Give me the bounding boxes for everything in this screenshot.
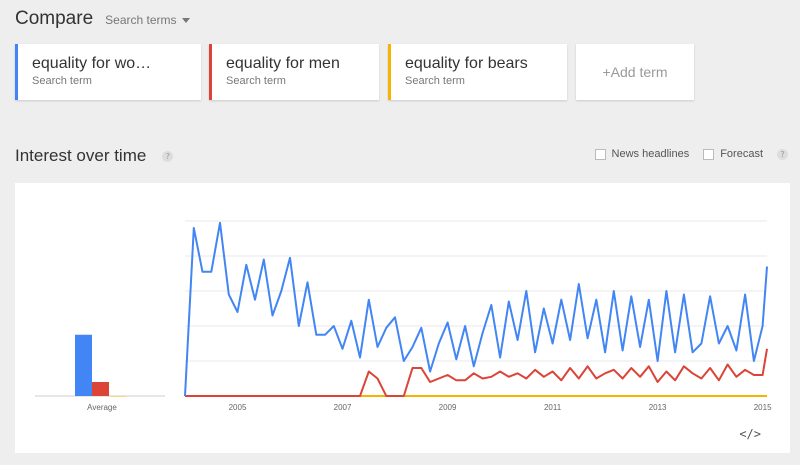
term-card-2[interactable]: equality for men Search term xyxy=(209,44,379,100)
term-type: Search term xyxy=(32,75,92,87)
forecast-checkbox[interactable] xyxy=(703,148,715,160)
term-name: equality for men xyxy=(226,55,340,72)
term-color-stripe xyxy=(388,44,391,100)
x-tick-label: 2005 xyxy=(229,403,247,412)
average-bar xyxy=(92,382,109,396)
term-card-1[interactable]: equality for wo… Search term xyxy=(15,44,201,100)
term-name: equality for bears xyxy=(405,55,528,72)
term-type: Search term xyxy=(405,75,465,87)
average-label: Average xyxy=(87,403,117,412)
embed-code-icon[interactable]: </> xyxy=(739,427,761,441)
chart-options: News headlines Forecast ? xyxy=(594,148,788,160)
forecast-toggle[interactable]: Forecast xyxy=(703,148,763,160)
news-headlines-label: News headlines xyxy=(611,148,690,160)
interest-chart: Average 2005 2007 2009 2011 2013 2015 xyxy=(35,220,772,412)
term-name: equality for wo… xyxy=(32,55,152,72)
x-tick-label: 2013 xyxy=(649,403,667,412)
forecast-label: Forecast xyxy=(720,148,763,160)
news-headlines-toggle[interactable]: News headlines xyxy=(594,148,690,160)
term-color-stripe xyxy=(209,44,212,100)
caret-down-icon xyxy=(181,17,190,23)
search-terms-dropdown[interactable]: Search terms xyxy=(105,13,190,27)
x-tick-label: 2007 xyxy=(334,403,352,412)
search-terms-dropdown-label: Search terms xyxy=(105,13,177,27)
x-tick-label: 2011 xyxy=(544,403,562,412)
news-headlines-checkbox[interactable] xyxy=(594,148,606,160)
x-tick-label: 2009 xyxy=(439,403,457,412)
series-line xyxy=(184,221,768,397)
compare-title: Compare xyxy=(15,8,94,29)
interest-chart-panel: Average 2005 2007 2009 2011 2013 2015 </> xyxy=(15,183,790,453)
forecast-help-icon[interactable]: ? xyxy=(777,148,788,160)
average-bar xyxy=(75,334,92,396)
term-type: Search term xyxy=(226,75,286,87)
series-line xyxy=(185,348,768,397)
term-color-stripe xyxy=(15,44,18,100)
term-card-3[interactable]: equality for bears Search term xyxy=(388,44,567,100)
section-title: Interest over time xyxy=(15,146,147,165)
add-term-button[interactable]: +Add term xyxy=(576,44,694,100)
interest-over-time-header: Interest over time ? xyxy=(15,146,174,166)
average-bar xyxy=(109,396,126,397)
compare-header: Compare Search terms xyxy=(15,8,190,30)
help-icon[interactable]: ? xyxy=(162,150,174,162)
x-tick-label: 2015 xyxy=(754,403,772,412)
